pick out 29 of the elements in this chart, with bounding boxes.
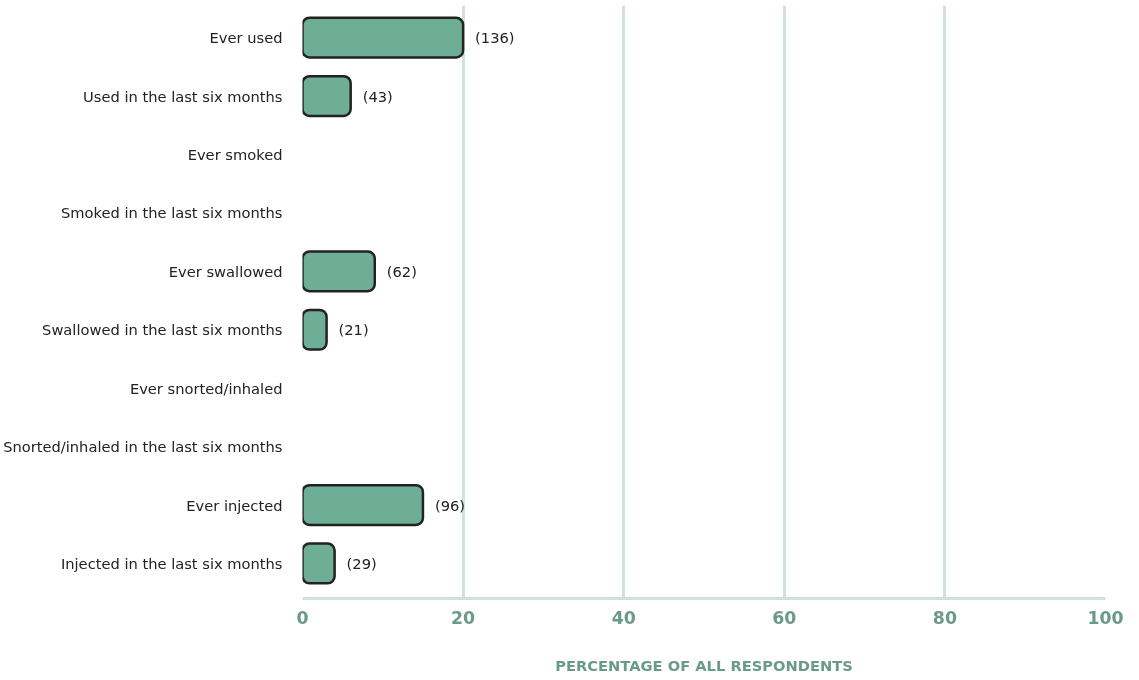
x-tick-label: 80 [932, 607, 957, 628]
annotation: (96) [434, 496, 466, 514]
x-tick-label: 40 [611, 607, 636, 628]
annotation: (43) [362, 87, 393, 105]
y-tick-label: Ever injected [186, 496, 283, 514]
x-tick-label: 20 [451, 607, 476, 628]
bar [302, 74, 352, 118]
y-tick-label: Ever used [209, 29, 283, 47]
y-tick-label: Injected in the last six months [60, 554, 283, 572]
bar [302, 542, 336, 585]
bar [302, 16, 465, 59]
y-tick-label: Used in the last six months [83, 87, 283, 105]
annotation: (62) [386, 262, 417, 280]
x-axis-title: PERCENTAGE OF ALL RESPONDENTS [555, 656, 853, 674]
bar [302, 250, 377, 293]
y-tick-label: Swallowed in the last six months [42, 321, 283, 339]
x-tick-label: 0 [296, 607, 309, 628]
y-tick-label: Ever smoked [187, 145, 283, 163]
y-tick-label: Ever swallowed [168, 262, 283, 280]
y-tick-label: Snorted/inhaled in the last six months [3, 438, 283, 456]
y-tick-label: Ever snorted/inhaled [129, 379, 283, 397]
x-tick-label: 100 [1087, 607, 1124, 628]
bar [302, 483, 425, 527]
x-tick-label: 60 [772, 607, 797, 628]
y-tick-label: Smoked in the last six months [60, 204, 283, 222]
annotation: (21) [338, 321, 369, 339]
bar [302, 308, 328, 351]
annotation: (29) [346, 554, 377, 572]
annotation: (136) [475, 29, 515, 47]
